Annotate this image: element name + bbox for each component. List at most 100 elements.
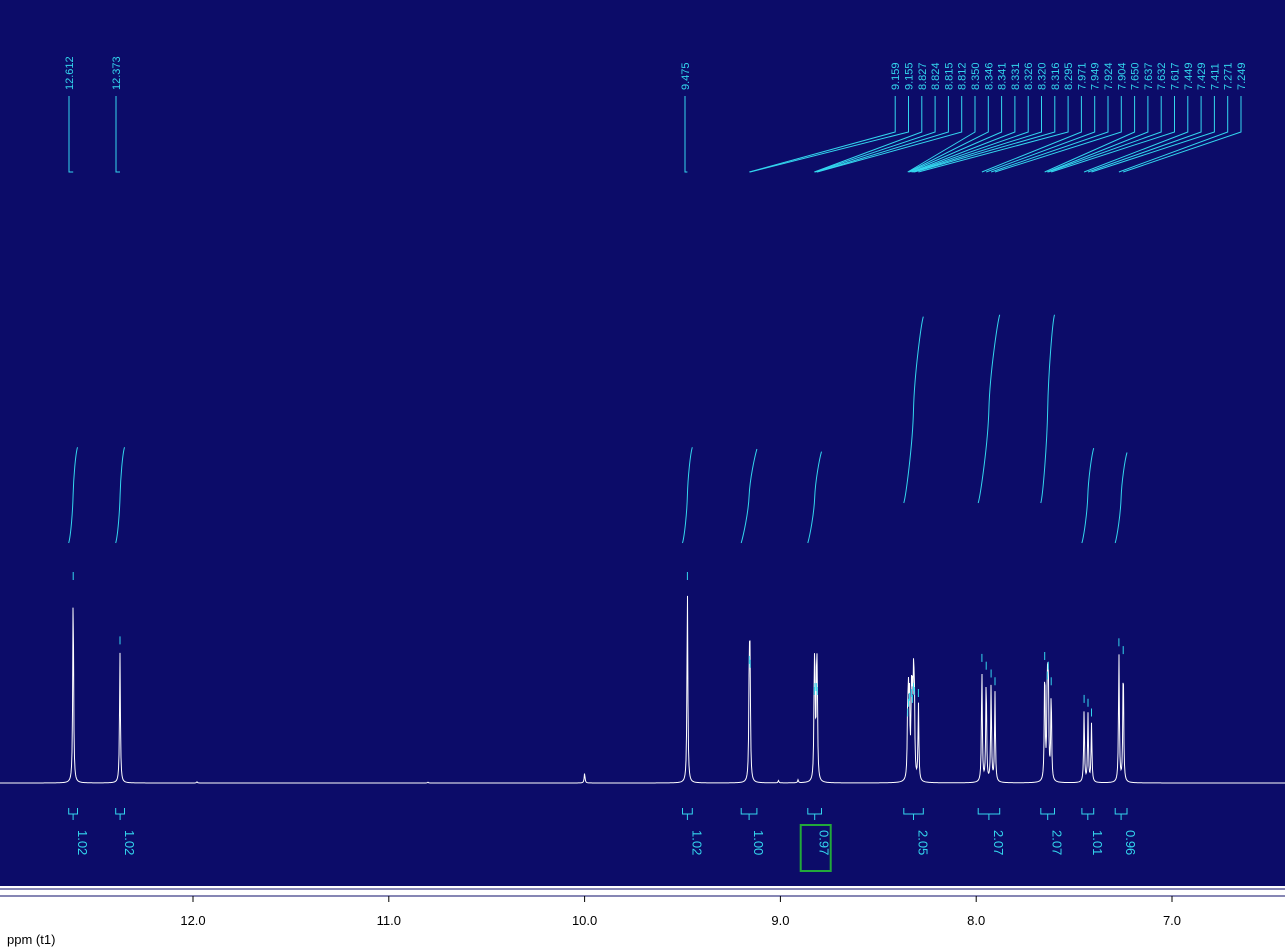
peak-leader-line xyxy=(1118,96,1229,173)
integral-value: 0.96 xyxy=(1123,830,1138,855)
peak-label: 8.346 xyxy=(983,62,995,90)
peak-markers xyxy=(72,572,1124,717)
integral-value: 2.07 xyxy=(1050,830,1065,855)
integral-bracket xyxy=(1081,808,1095,820)
peak-leader-line xyxy=(749,96,896,173)
peak-leader-line xyxy=(1047,96,1149,173)
peak-label: 7.949 xyxy=(1090,62,1102,90)
peak-label: 7.971 xyxy=(1076,62,1088,90)
integral-value: 1.01 xyxy=(1090,830,1105,855)
peak-leader-line xyxy=(912,96,1029,173)
peak-label: 8.812 xyxy=(957,62,969,90)
integral-value: 1.02 xyxy=(689,830,704,855)
peak-leader-line xyxy=(918,96,1069,173)
integral-bracket xyxy=(740,808,758,820)
x-tick-label: 9.0 xyxy=(771,913,789,928)
x-tick-label: 7.0 xyxy=(1163,913,1181,928)
x-tick-label: 8.0 xyxy=(967,913,985,928)
peak-label: 8.295 xyxy=(1063,62,1075,90)
integral-value: 1.02 xyxy=(75,830,90,855)
peak-label: 9.159 xyxy=(890,62,902,90)
peak-leader-line xyxy=(908,96,989,173)
integral-bracket xyxy=(682,808,693,820)
peak-leader-line xyxy=(990,96,1109,173)
integral-bracket xyxy=(1114,808,1128,820)
integral-bracket xyxy=(903,808,924,820)
peak-label: 7.637 xyxy=(1143,62,1155,90)
peak-leader-line xyxy=(684,96,688,173)
peak-leader-line xyxy=(913,96,1042,173)
peak-leader-line xyxy=(909,96,1003,173)
integral-curve xyxy=(807,451,822,544)
peak-label: 9.155 xyxy=(904,62,916,90)
peak-label: 8.350 xyxy=(970,62,982,90)
peak-label: 7.411 xyxy=(1209,63,1221,90)
peak-leader-line xyxy=(115,96,120,173)
highlight-box xyxy=(799,824,832,872)
peak-label: 8.320 xyxy=(1037,62,1049,90)
peak-label: 8.331 xyxy=(1010,62,1022,90)
integral-curve xyxy=(1114,452,1128,544)
peak-label: 7.632 xyxy=(1156,62,1168,90)
peak-labels: 12.612 12.373 9.475 9.159 9.155 8.827 8.824 8.8… xyxy=(64,56,1248,90)
peak-leader-line xyxy=(914,96,1056,173)
peak-leader-line xyxy=(1083,96,1189,173)
integral-curve xyxy=(115,447,125,544)
peak-leader-line xyxy=(1087,96,1202,173)
peak-label: 7.429 xyxy=(1196,62,1208,90)
peak-leader-line xyxy=(907,96,976,173)
spectrum-trace xyxy=(0,595,1285,784)
peak-leaders xyxy=(68,96,1242,173)
integral-value: 1.00 xyxy=(751,830,766,855)
integral-value: 2.05 xyxy=(916,830,931,855)
integral-value: 1.02 xyxy=(122,830,137,855)
peak-label: 8.815 xyxy=(943,62,955,90)
x-tick-label: 11.0 xyxy=(377,913,401,928)
peak-leader-line xyxy=(749,96,909,173)
peak-leader-line xyxy=(1123,96,1242,173)
integral-bracket xyxy=(1040,808,1055,820)
x-axis-title: ppm (t1) xyxy=(7,932,55,947)
spectrum-layer xyxy=(0,595,1285,784)
peak-label: 8.316 xyxy=(1050,62,1062,90)
integral-curve xyxy=(68,447,78,544)
x-axis: 12.0 11.0 10.0 9.0 8.0 7.0 xyxy=(180,896,1181,928)
peak-label: 12.373 xyxy=(111,56,123,90)
peak-label: 7.271 xyxy=(1223,62,1235,90)
integral-curve xyxy=(682,447,693,544)
integral-curve xyxy=(977,314,1001,504)
peak-label: 8.827 xyxy=(917,62,929,90)
peak-leader-line xyxy=(814,96,936,173)
peak-leader-line xyxy=(911,96,1016,173)
peak-label: 7.904 xyxy=(1116,62,1128,90)
peak-label: 9.475 xyxy=(680,62,692,90)
integral-curve xyxy=(1081,447,1095,544)
peak-label: 7.449 xyxy=(1183,62,1195,90)
peak-label: 8.824 xyxy=(930,62,942,90)
peak-leader-line xyxy=(816,96,949,173)
peak-label: 7.924 xyxy=(1103,62,1115,90)
integral-value: 2.07 xyxy=(991,830,1006,855)
peak-leader-line xyxy=(1091,96,1215,173)
integral-labels: 1.02 1.02 1.02 1.00 0.97 2.05 2.07 2.07 1.01 0.96 xyxy=(68,808,1138,872)
peak-leader-line xyxy=(1051,96,1175,173)
integral-bracket xyxy=(977,808,1001,820)
peak-leader-line xyxy=(817,96,963,173)
integral-value: 0.97 xyxy=(817,830,832,855)
peak-label: 7.650 xyxy=(1130,62,1142,90)
peak-leader-line xyxy=(1044,96,1136,173)
integral-curve xyxy=(740,448,758,544)
integral-bracket xyxy=(807,808,822,820)
peak-leader-line xyxy=(986,96,1096,173)
peak-leader-line xyxy=(68,96,74,173)
peak-label: 7.249 xyxy=(1236,62,1248,90)
peak-label: 8.341 xyxy=(997,62,1009,90)
peak-label: 7.617 xyxy=(1170,62,1182,90)
integral-curve xyxy=(1040,314,1055,504)
integral-bracket xyxy=(68,808,78,820)
peak-leader-line xyxy=(814,96,923,173)
peak-leader-line xyxy=(994,96,1122,173)
integral-bracket xyxy=(115,808,125,820)
peak-label: 12.612 xyxy=(64,56,76,90)
